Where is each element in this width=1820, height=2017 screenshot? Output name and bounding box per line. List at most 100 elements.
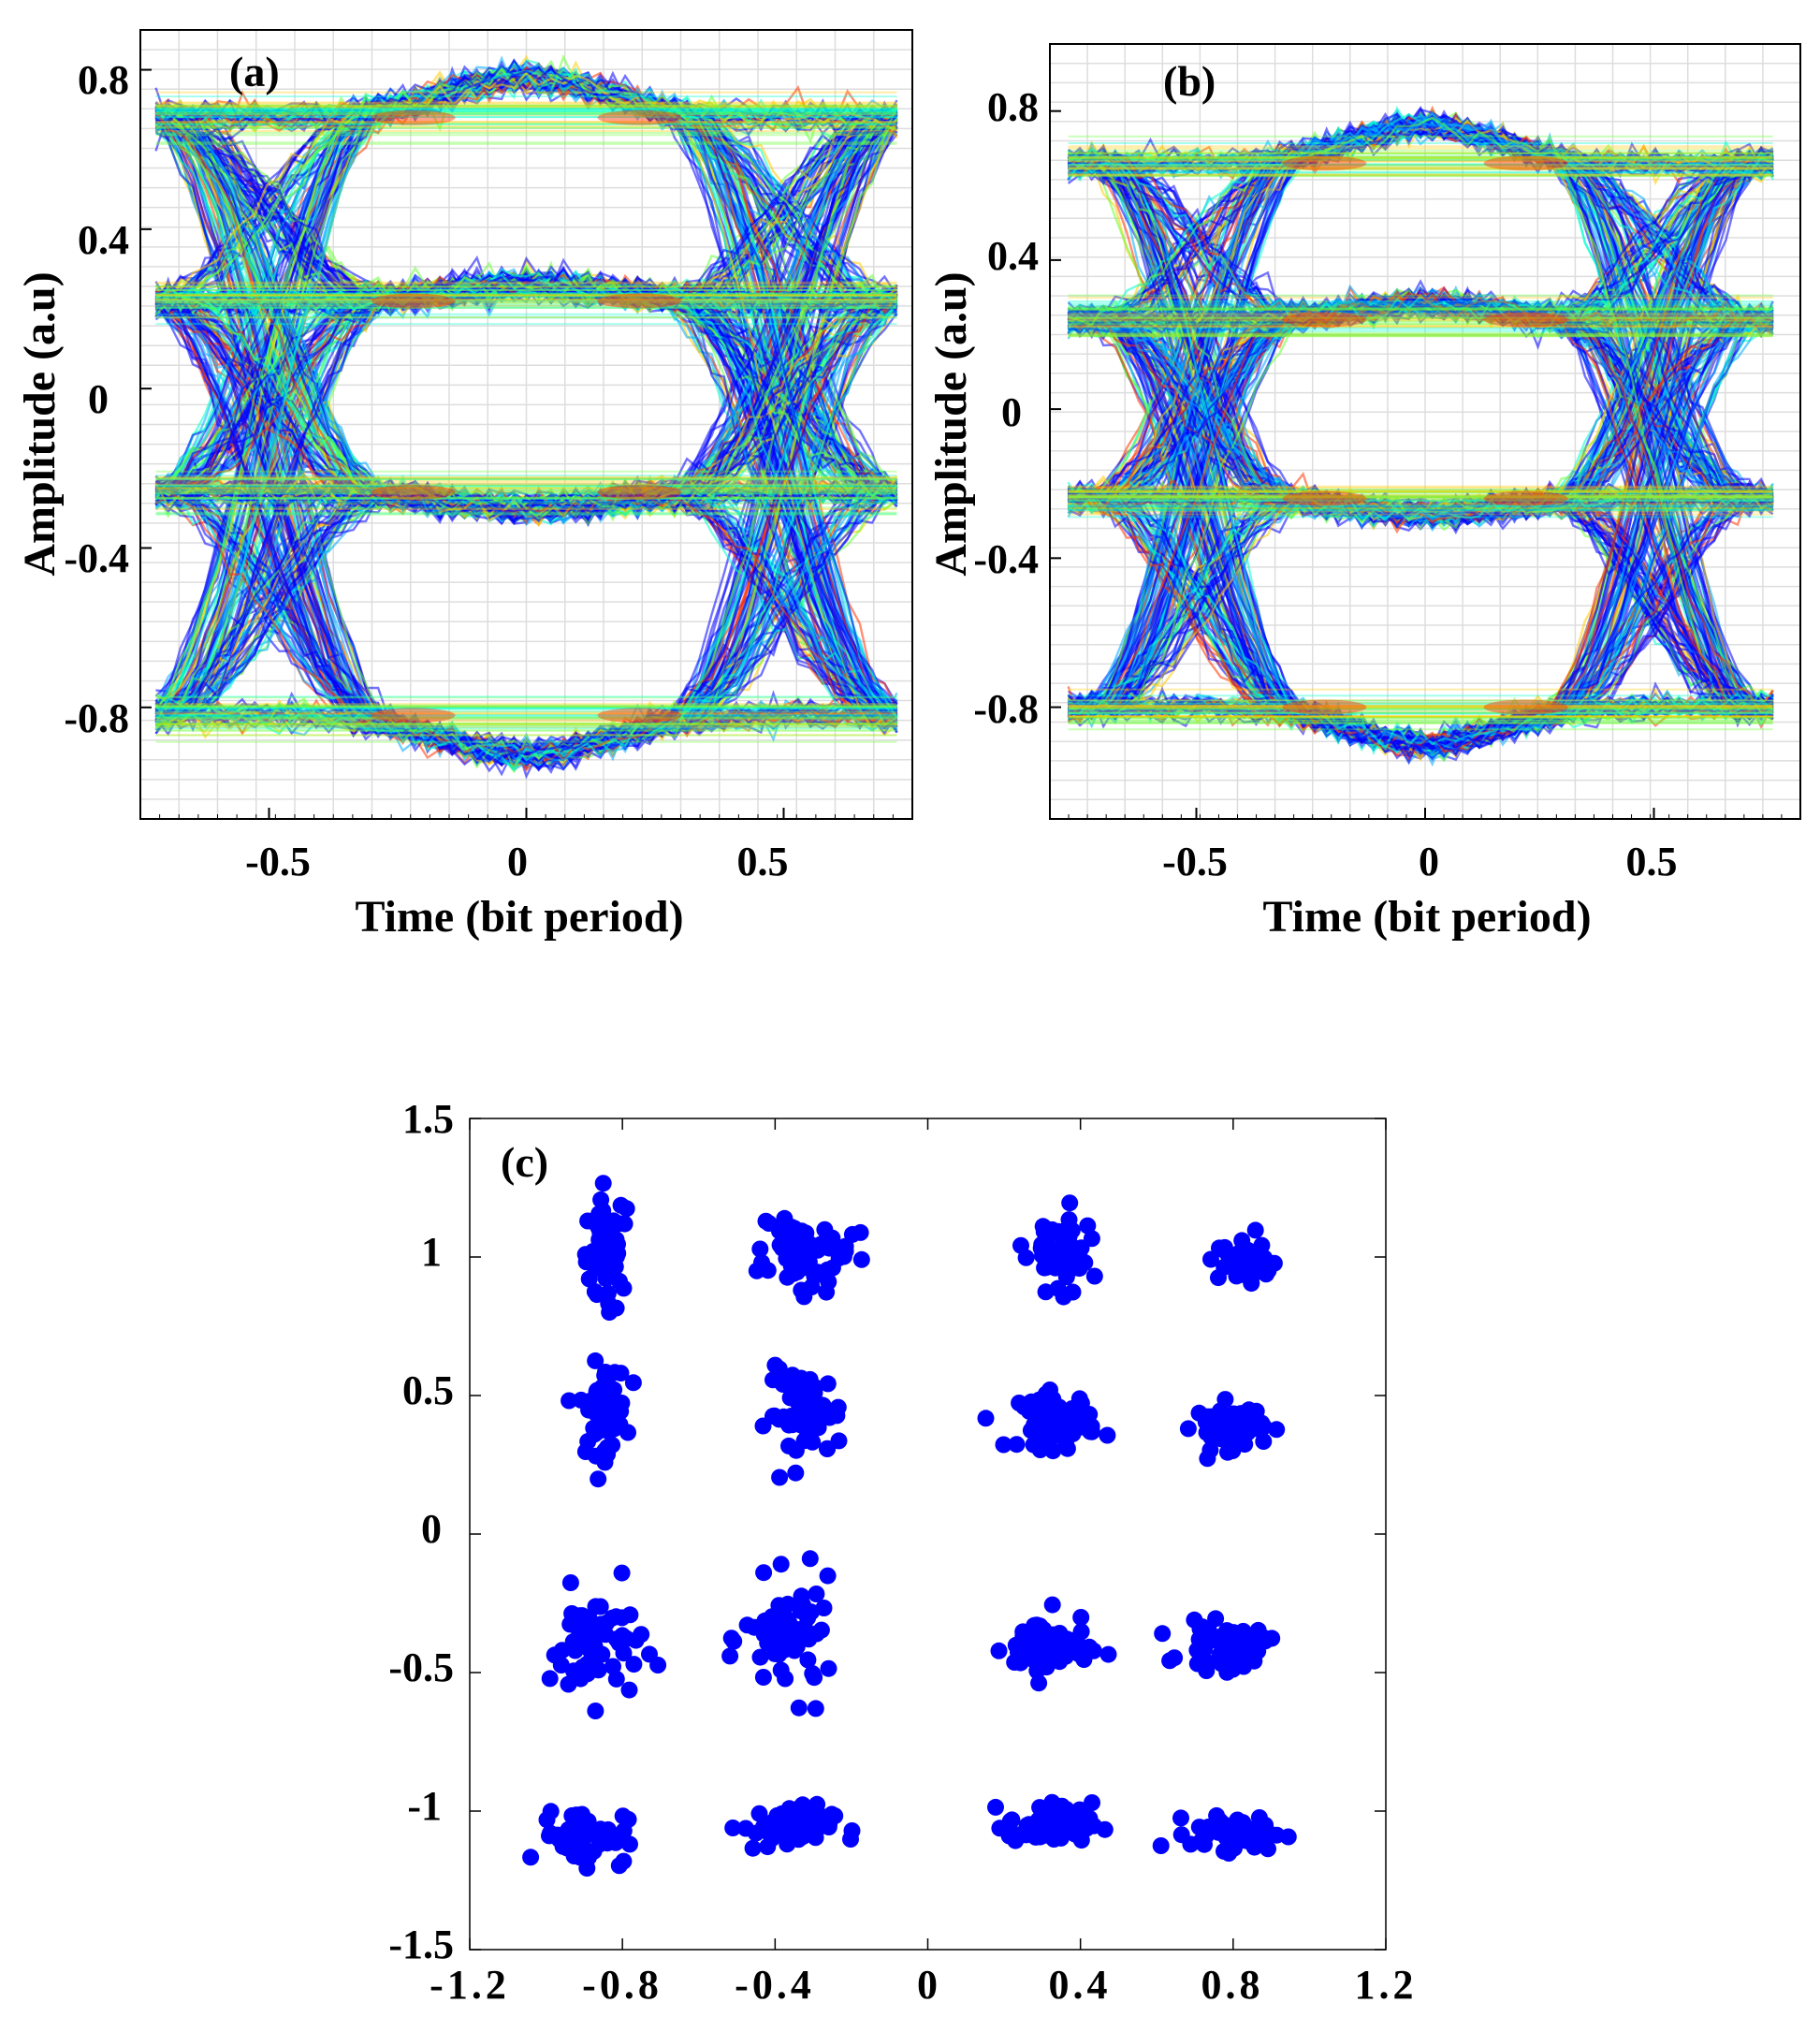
constellation-point [1161, 1652, 1179, 1670]
panel-a-xtick-label: 0 [507, 839, 528, 884]
constellation-point [801, 1810, 819, 1827]
eye-trace [155, 73, 898, 730]
eye-trace [154, 110, 897, 521]
density-hotspot [1483, 155, 1568, 171]
constellation-point [794, 1254, 812, 1271]
eye-trace [1067, 485, 1774, 717]
constellation-point [1211, 1239, 1228, 1257]
eye-trace [155, 293, 898, 762]
constellation-point [561, 1392, 578, 1410]
constellation-point [541, 1670, 559, 1688]
constellation-point [1066, 1259, 1084, 1277]
constellation-point [793, 1281, 810, 1299]
panel-b-xtick-label: 0.5 [1626, 839, 1678, 884]
panel-a-xlabel: Time (bit period) [355, 892, 683, 942]
panel-c-ytick-label: 1.5 [402, 1096, 454, 1142]
constellation-point [990, 1642, 1008, 1659]
panel-c-xtick-label: -0.4 [735, 1962, 815, 2008]
eye-trace [154, 276, 898, 518]
constellation-point [590, 1386, 608, 1404]
panel-b-xlabel: Time (bit period) [1262, 892, 1591, 942]
constellation-point [803, 1422, 821, 1440]
constellation-point [1239, 1820, 1256, 1837]
constellation-point [819, 1567, 837, 1585]
constellation-point [1056, 1809, 1073, 1827]
density-hotspot [1282, 490, 1367, 506]
constellation-point [835, 1248, 852, 1265]
constellation-point [792, 1602, 809, 1619]
density-hotspot [1282, 312, 1367, 328]
constellation-point [614, 1627, 632, 1644]
constellation-point [609, 1245, 627, 1263]
eye-trace [1067, 307, 1774, 762]
constellation-point [1230, 1631, 1246, 1649]
panel-b-xtick-label: 0 [1419, 839, 1439, 884]
constellation-point [807, 1700, 824, 1717]
constellation-point [1015, 1398, 1033, 1415]
panel-a-xtick-label: 0.5 [737, 839, 789, 884]
eye-trace [155, 485, 898, 764]
eye-trace [1068, 115, 1774, 511]
constellation-point [807, 1829, 824, 1847]
panel-c-xtick-label: 1.2 [1355, 1962, 1418, 2008]
constellation-point [1001, 1812, 1019, 1830]
panel-c-xtick-label: -0.8 [582, 1962, 662, 2008]
constellation-point [621, 1835, 638, 1853]
constellation-point [987, 1798, 1004, 1816]
constellation-point [607, 1670, 625, 1688]
constellation-point [1195, 1828, 1213, 1846]
constellation-point [599, 1445, 617, 1463]
constellation-point [1070, 1390, 1088, 1408]
eye-trace [155, 275, 898, 722]
constellation-point [1268, 1826, 1286, 1844]
eye-trace [154, 113, 897, 758]
constellation-point [615, 1279, 633, 1297]
constellation-point [722, 1630, 740, 1647]
constellation-point [1008, 1436, 1026, 1454]
constellation-point [828, 1407, 846, 1425]
eye-trace [154, 110, 898, 316]
panel-c-ytick-label: -0.5 [388, 1644, 454, 1690]
panel-a-ytick-label: -0.4 [64, 535, 129, 581]
density-hotspot [597, 708, 682, 723]
panel-c-xtick-label: 0 [917, 1962, 938, 2008]
constellation-point [619, 1810, 637, 1828]
constellation-point [772, 1556, 790, 1573]
constellation-point [775, 1642, 793, 1659]
constellation-point [750, 1805, 768, 1822]
constellation-point [570, 1621, 588, 1639]
constellation-point [760, 1215, 778, 1232]
constellation-point [820, 1659, 837, 1677]
constellation-point [787, 1464, 805, 1482]
panel-a-ytick-label: 0.4 [78, 217, 129, 263]
constellation-point [774, 1810, 792, 1828]
panel-a-ytick-label: 0 [88, 376, 109, 422]
constellation-point [574, 1659, 591, 1676]
constellation-point [790, 1699, 808, 1717]
constellation-point [588, 1286, 605, 1304]
density-hotspot [371, 484, 456, 500]
panel-c-ytick-label: -1.5 [388, 1922, 454, 1967]
panel-a-eye-traces [154, 53, 898, 780]
density-hotspot [371, 708, 456, 723]
constellation-point [1202, 1428, 1220, 1446]
constellation-point [1061, 1194, 1079, 1212]
panel-b-xtick-label: -0.5 [1162, 839, 1228, 884]
constellation-point [1154, 1625, 1172, 1643]
constellation-point [804, 1665, 822, 1683]
panel-c-label: (c) [501, 1138, 548, 1186]
constellation-point [589, 1214, 606, 1232]
constellation-point [1037, 1283, 1055, 1301]
constellation-point [842, 1831, 859, 1848]
panel-c-xtick-label: 0.4 [1049, 1962, 1112, 2008]
eye-trace [154, 294, 897, 763]
constellation-point [620, 1681, 638, 1699]
constellation-point [1085, 1817, 1102, 1834]
constellation-point [1249, 1643, 1267, 1660]
constellation-point [764, 1608, 781, 1626]
constellation-point [1057, 1240, 1075, 1258]
eye-trace [155, 272, 897, 728]
constellation-point [1229, 1656, 1246, 1674]
constellation-point [772, 1661, 790, 1679]
